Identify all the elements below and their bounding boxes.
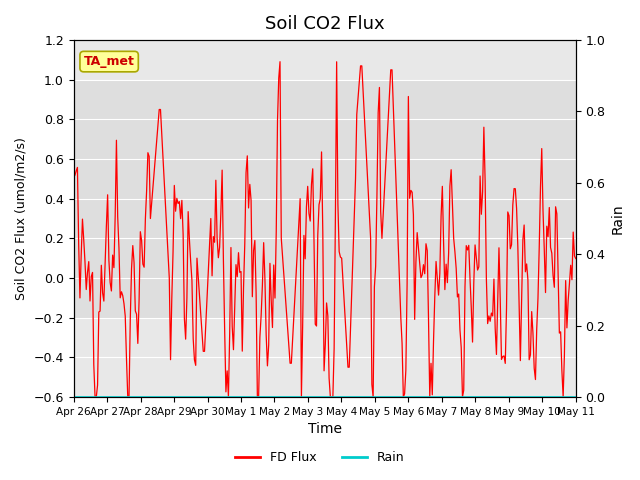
X-axis label: Time: Time bbox=[308, 422, 342, 436]
Y-axis label: Soil CO2 Flux (umol/m2/s): Soil CO2 Flux (umol/m2/s) bbox=[15, 137, 28, 300]
Legend: FD Flux, Rain: FD Flux, Rain bbox=[230, 446, 410, 469]
Y-axis label: Rain: Rain bbox=[611, 203, 625, 234]
Bar bbox=[74, 80, 576, 318]
Title: Soil CO2 Flux: Soil CO2 Flux bbox=[265, 15, 385, 33]
Text: TA_met: TA_met bbox=[84, 55, 134, 68]
